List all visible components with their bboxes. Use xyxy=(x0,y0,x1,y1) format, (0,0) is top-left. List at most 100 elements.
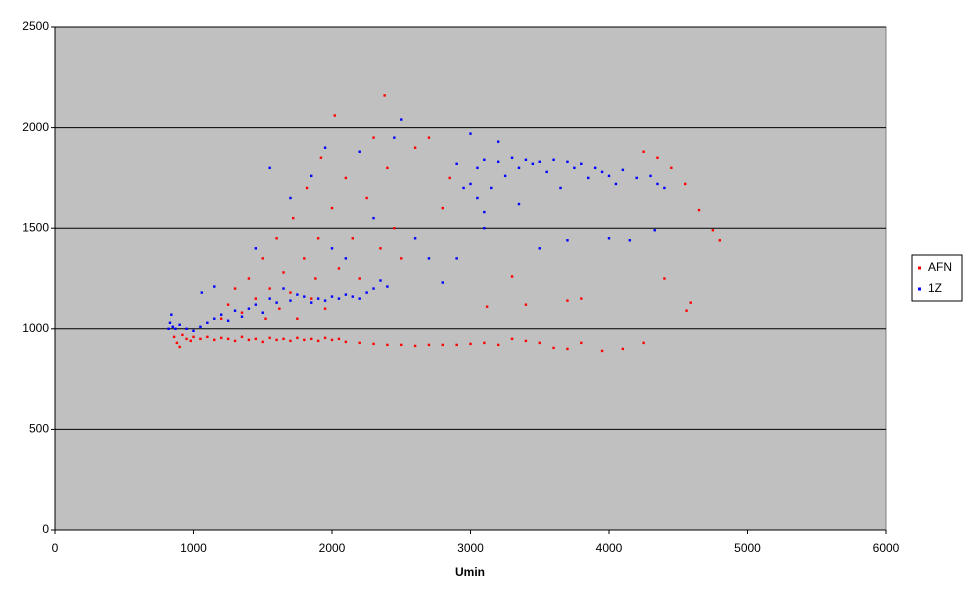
point xyxy=(517,166,521,170)
point xyxy=(365,196,368,200)
point xyxy=(289,339,292,343)
point xyxy=(580,162,583,166)
point xyxy=(200,291,204,294)
point xyxy=(538,160,541,164)
point xyxy=(379,279,382,282)
point xyxy=(261,340,264,344)
point xyxy=(580,297,583,300)
point xyxy=(566,160,569,164)
point xyxy=(330,206,334,210)
point xyxy=(413,237,417,240)
point xyxy=(220,336,223,340)
point xyxy=(531,162,535,166)
point xyxy=(685,309,688,312)
point xyxy=(254,247,258,250)
point xyxy=(170,313,173,316)
point xyxy=(319,156,323,159)
y-tick-label: 500 xyxy=(29,422,49,436)
point xyxy=(213,285,216,288)
point xyxy=(653,229,656,232)
point xyxy=(296,317,299,320)
point xyxy=(503,174,507,178)
point xyxy=(303,338,306,342)
point xyxy=(289,196,292,200)
point xyxy=(372,342,375,346)
point xyxy=(305,186,309,190)
point xyxy=(282,271,285,274)
point xyxy=(199,325,202,328)
point xyxy=(310,174,313,178)
point xyxy=(552,346,555,350)
point xyxy=(206,335,209,339)
point xyxy=(282,287,285,290)
point xyxy=(289,299,292,302)
point xyxy=(635,176,638,180)
y-tick-label: 1500 xyxy=(22,220,49,234)
point xyxy=(206,321,209,324)
point xyxy=(621,168,625,172)
point xyxy=(282,337,285,341)
point xyxy=(344,257,348,260)
point xyxy=(254,297,258,300)
point xyxy=(587,176,590,180)
point xyxy=(174,327,177,330)
point xyxy=(323,299,327,302)
point xyxy=(330,247,334,250)
point xyxy=(292,216,295,220)
point xyxy=(510,275,514,278)
point xyxy=(337,337,341,341)
point xyxy=(358,297,361,300)
point xyxy=(386,285,389,288)
legend-marker xyxy=(918,266,921,270)
point xyxy=(393,136,396,139)
point xyxy=(483,341,486,345)
point xyxy=(344,176,348,180)
point xyxy=(580,341,583,345)
point xyxy=(524,339,528,343)
point xyxy=(427,257,431,260)
point xyxy=(510,337,514,341)
point xyxy=(656,156,659,159)
point xyxy=(379,247,382,250)
point xyxy=(275,237,278,240)
point xyxy=(697,208,701,212)
point xyxy=(344,340,348,344)
point xyxy=(427,343,431,347)
legend-label: 1Z xyxy=(928,281,942,295)
point xyxy=(413,344,417,348)
point xyxy=(330,338,334,342)
point xyxy=(566,239,569,242)
point xyxy=(268,336,271,340)
x-tick-label: 3000 xyxy=(457,541,484,555)
point xyxy=(344,293,348,296)
x-tick-label: 5000 xyxy=(734,541,761,555)
point xyxy=(316,339,320,343)
point xyxy=(358,341,361,345)
point xyxy=(199,337,202,341)
point xyxy=(220,313,223,316)
plot-area xyxy=(54,26,887,531)
point xyxy=(559,186,562,190)
point xyxy=(485,305,489,308)
point xyxy=(656,182,659,186)
point xyxy=(711,229,715,232)
point xyxy=(372,287,375,290)
point xyxy=(323,146,327,149)
point xyxy=(510,156,514,159)
point xyxy=(490,186,493,190)
point xyxy=(275,301,278,304)
point xyxy=(261,257,264,260)
point xyxy=(233,309,237,312)
point xyxy=(400,118,403,121)
point xyxy=(497,140,500,143)
point xyxy=(566,347,569,351)
x-tick-label: 4000 xyxy=(596,541,623,555)
point xyxy=(351,237,354,240)
point xyxy=(171,325,174,328)
point xyxy=(476,166,479,170)
point xyxy=(524,303,528,306)
point xyxy=(189,339,192,343)
point xyxy=(469,342,472,346)
point xyxy=(275,338,278,342)
point xyxy=(247,338,251,342)
